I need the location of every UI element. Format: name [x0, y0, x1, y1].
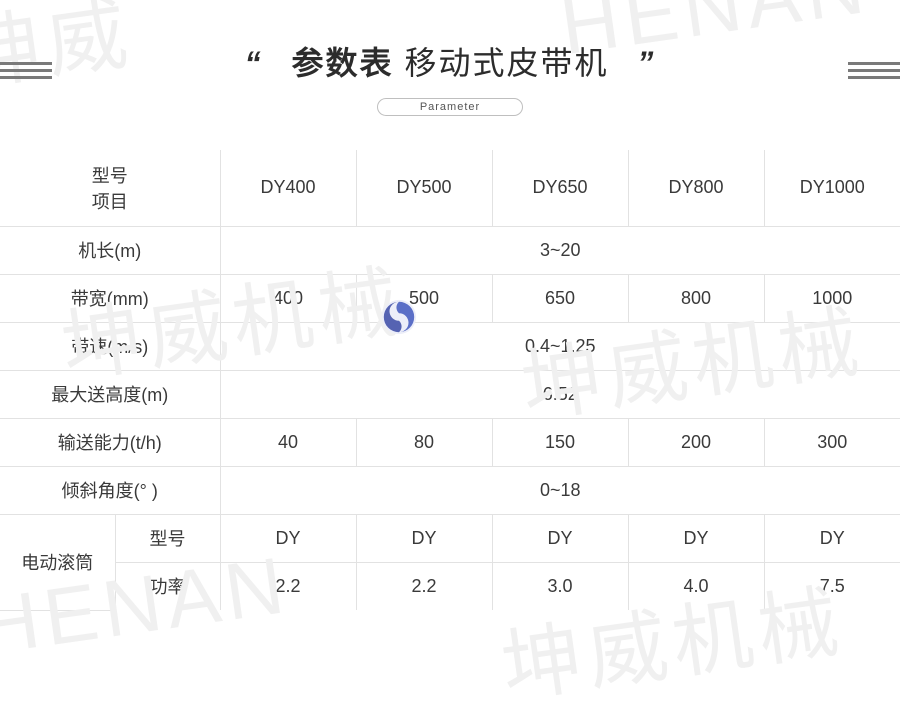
row-span-value: 3~20	[220, 226, 900, 274]
row-span-value: 0~18	[220, 466, 900, 514]
table-row: 带宽(mm) 400 500 650 800 1000	[0, 274, 900, 322]
header-label-line1: 型号	[0, 162, 220, 188]
cell: 200	[628, 418, 764, 466]
drum-group-label: 电动滚筒	[0, 514, 115, 610]
model-col-3: DY800	[628, 150, 764, 226]
row-span-value: 0.4~1.25	[220, 322, 900, 370]
subtitle-badge: Parameter	[377, 98, 523, 116]
cell: 2.2	[220, 562, 356, 610]
cell: DY	[628, 514, 764, 562]
header: “ 参数表 移动式皮带机 ” Parameter	[0, 0, 900, 116]
deco-lines-left	[0, 62, 52, 79]
title-light: 移动式皮带机	[404, 45, 608, 81]
quote-close: ”	[637, 45, 655, 81]
row-label: 倾斜角度(° )	[0, 466, 220, 514]
cell: 300	[764, 418, 900, 466]
cell: 80	[356, 418, 492, 466]
cell: DY	[492, 514, 628, 562]
parameter-table: 型号 项目 DY400 DY500 DY650 DY800 DY1000 机长(…	[0, 150, 900, 611]
cell: 800	[628, 274, 764, 322]
deco-lines-right	[848, 62, 900, 79]
drum-model-label: 型号	[115, 514, 220, 562]
row-span-value: 6.52	[220, 370, 900, 418]
table-row: 机长(m) 3~20	[0, 226, 900, 274]
cell: 650	[492, 274, 628, 322]
cell: 1000	[764, 274, 900, 322]
cell: 150	[492, 418, 628, 466]
cell: 7.5	[764, 562, 900, 610]
model-col-0: DY400	[220, 150, 356, 226]
cell: DY	[356, 514, 492, 562]
cell: DY	[220, 514, 356, 562]
cell: 3.0	[492, 562, 628, 610]
drum-power-label: 功率	[115, 562, 220, 610]
page-title: “ 参数表 移动式皮带机 ”	[0, 38, 900, 84]
table-row: 功率 2.2 2.2 3.0 4.0 7.5	[0, 562, 900, 610]
table-row: 输送能力(t/h) 40 80 150 200 300	[0, 418, 900, 466]
table-row: 带速(m/s) 0.4~1.25	[0, 322, 900, 370]
cell: 400	[220, 274, 356, 322]
row-label: 最大送高度(m)	[0, 370, 220, 418]
cell: 40	[220, 418, 356, 466]
table-row: 倾斜角度(° ) 0~18	[0, 466, 900, 514]
row-label: 带宽(mm)	[0, 274, 220, 322]
table-header-row: 型号 项目 DY400 DY500 DY650 DY800 DY1000	[0, 150, 900, 226]
cell: 4.0	[628, 562, 764, 610]
model-col-1: DY500	[356, 150, 492, 226]
table-row: 最大送高度(m) 6.52	[0, 370, 900, 418]
header-label-line2: 项目	[0, 188, 220, 214]
row-label: 机长(m)	[0, 226, 220, 274]
title-bold: 参数表	[292, 45, 394, 81]
cell: DY	[764, 514, 900, 562]
header-label-cell: 型号 项目	[0, 150, 220, 226]
model-col-4: DY1000	[764, 150, 900, 226]
cell: 500	[356, 274, 492, 322]
quote-open: “	[245, 45, 263, 81]
table-row: 电动滚筒 型号 DY DY DY DY DY	[0, 514, 900, 562]
model-col-2: DY650	[492, 150, 628, 226]
row-label: 输送能力(t/h)	[0, 418, 220, 466]
cell: 2.2	[356, 562, 492, 610]
row-label: 带速(m/s)	[0, 322, 220, 370]
